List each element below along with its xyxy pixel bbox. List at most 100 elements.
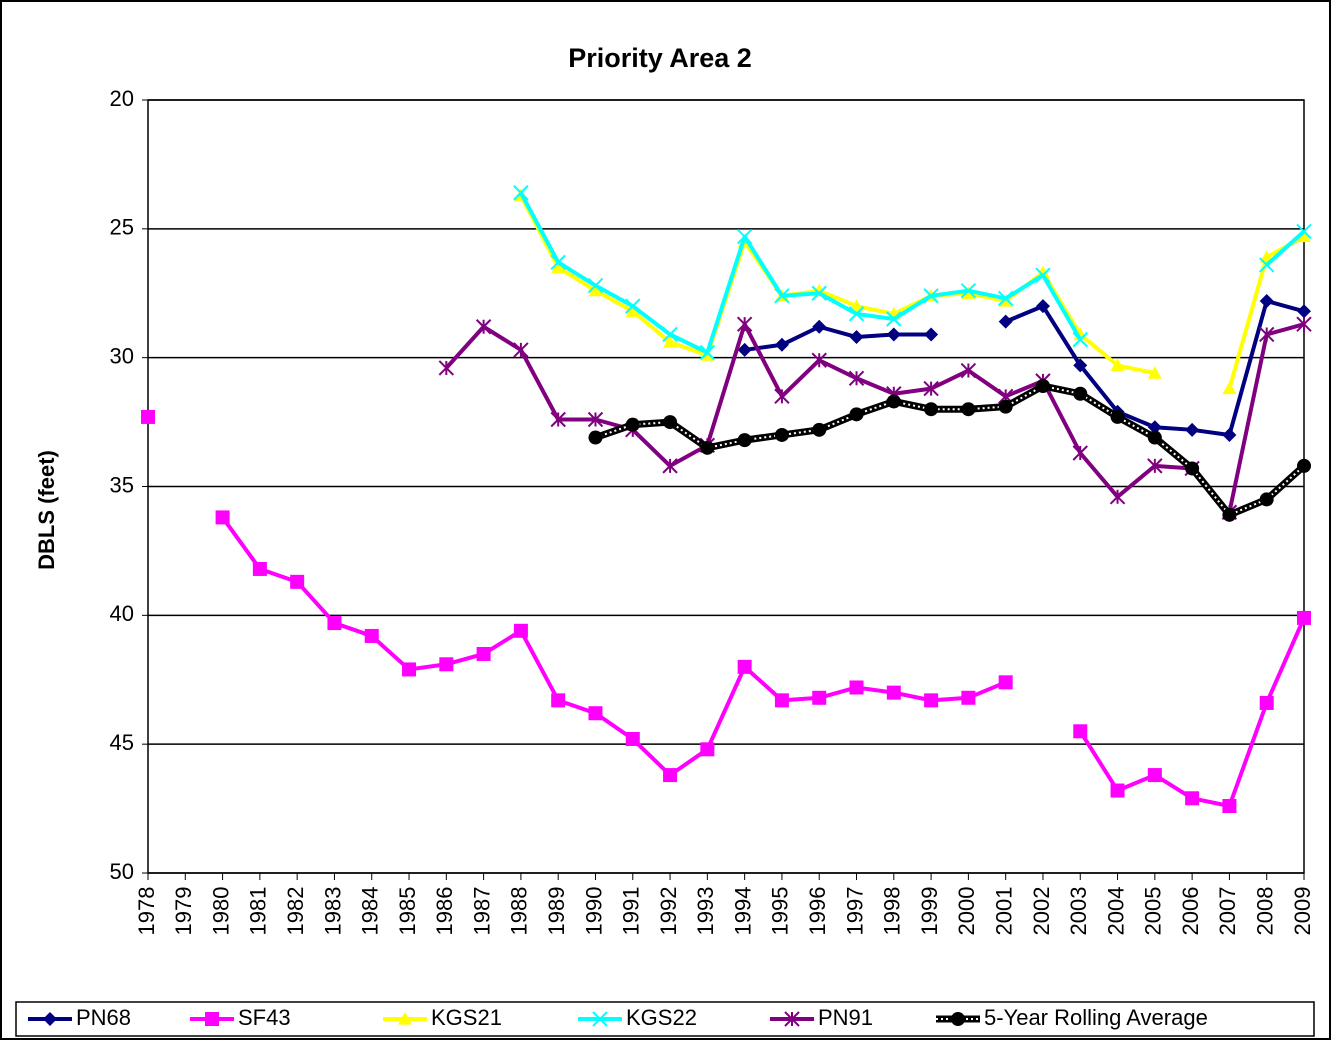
x-tick-label: 2001: [991, 887, 1016, 936]
x-tick-label: 1980: [208, 887, 233, 936]
x-tick-label: 1989: [544, 887, 569, 936]
x-tick-label: 2004: [1103, 887, 1128, 936]
marker: [1259, 326, 1275, 343]
marker: [848, 306, 865, 322]
marker: [1185, 422, 1200, 437]
marker: [700, 440, 715, 455]
marker: [205, 1012, 219, 1026]
x-tick-label: 1999: [917, 887, 942, 936]
marker: [951, 1012, 965, 1026]
marker: [1296, 223, 1312, 240]
marker: [663, 335, 678, 348]
marker: [1073, 724, 1088, 739]
x-tick-label: 1990: [581, 887, 606, 936]
marker: [886, 394, 901, 409]
marker: [43, 1012, 57, 1026]
x-tick-label: 1997: [842, 887, 867, 936]
marker: [1222, 507, 1237, 522]
marker: [1072, 331, 1088, 348]
marker: [476, 646, 491, 661]
marker: [1110, 409, 1125, 424]
marker: [737, 659, 752, 674]
x-tick-label: 1993: [693, 887, 718, 936]
y-tick-label: 50: [110, 859, 134, 884]
marker: [625, 417, 640, 432]
marker: [923, 380, 939, 397]
x-tick-label: 1991: [619, 887, 644, 936]
marker: [327, 616, 342, 631]
series-line-hatch: [595, 384, 1305, 517]
y-axis-label: DBLS (feet): [34, 450, 59, 570]
x-tick-label: 2007: [1215, 887, 1240, 936]
marker: [663, 415, 678, 430]
marker: [398, 1012, 412, 1025]
marker: [1259, 257, 1275, 273]
marker: [1297, 304, 1311, 319]
marker: [513, 342, 529, 358]
marker: [998, 675, 1013, 690]
marker: [699, 344, 716, 361]
marker: [924, 693, 939, 708]
chart-title: Priority Area 2: [568, 43, 752, 73]
marker: [513, 623, 528, 638]
marker: [811, 285, 827, 301]
marker: [625, 732, 640, 747]
marker: [960, 362, 977, 379]
marker: [998, 399, 1013, 414]
marker: [774, 693, 789, 708]
marker: [1259, 492, 1274, 507]
x-tick-label: 2002: [1029, 887, 1054, 936]
marker: [1147, 768, 1162, 783]
marker: [886, 311, 902, 327]
marker: [774, 388, 790, 405]
y-tick-label: 45: [110, 730, 134, 755]
marker: [1147, 458, 1163, 474]
marker: [998, 314, 1013, 329]
marker: [625, 304, 640, 317]
legend-label: KGS21: [431, 1005, 502, 1030]
marker: [774, 288, 790, 304]
marker: [588, 430, 603, 445]
marker: [1073, 386, 1088, 401]
marker: [475, 319, 492, 335]
marker: [588, 283, 603, 297]
marker: [1222, 381, 1237, 395]
marker: [812, 690, 827, 705]
marker: [736, 228, 753, 245]
marker: [923, 288, 939, 304]
marker: [625, 298, 641, 314]
marker: [439, 657, 454, 672]
marker: [812, 319, 827, 334]
marker: [1147, 430, 1162, 445]
marker: [551, 693, 566, 708]
marker: [774, 337, 789, 352]
marker: [1110, 358, 1125, 371]
x-tick-label: 1984: [358, 887, 383, 936]
marker: [1297, 458, 1311, 473]
marker: [1185, 791, 1200, 806]
marker: [1147, 366, 1162, 379]
marker: [886, 327, 901, 342]
marker: [961, 690, 976, 705]
marker: [1297, 610, 1311, 625]
marker: [700, 742, 715, 757]
marker: [513, 185, 529, 201]
x-tick-label: 1998: [880, 887, 905, 936]
marker: [1296, 316, 1312, 332]
marker: [587, 411, 604, 428]
x-tick-label: 1986: [432, 887, 457, 936]
x-tick-label: 1995: [768, 887, 793, 936]
marker: [736, 316, 753, 332]
x-tick-label: 1987: [469, 887, 494, 936]
marker: [1222, 427, 1237, 442]
marker: [849, 330, 864, 345]
y-tick-label: 40: [110, 601, 134, 626]
marker: [1110, 783, 1125, 798]
marker: [592, 1011, 608, 1027]
x-tick-label: 2006: [1178, 887, 1203, 936]
marker: [1297, 229, 1311, 243]
marker: [812, 422, 827, 437]
marker: [849, 299, 864, 312]
